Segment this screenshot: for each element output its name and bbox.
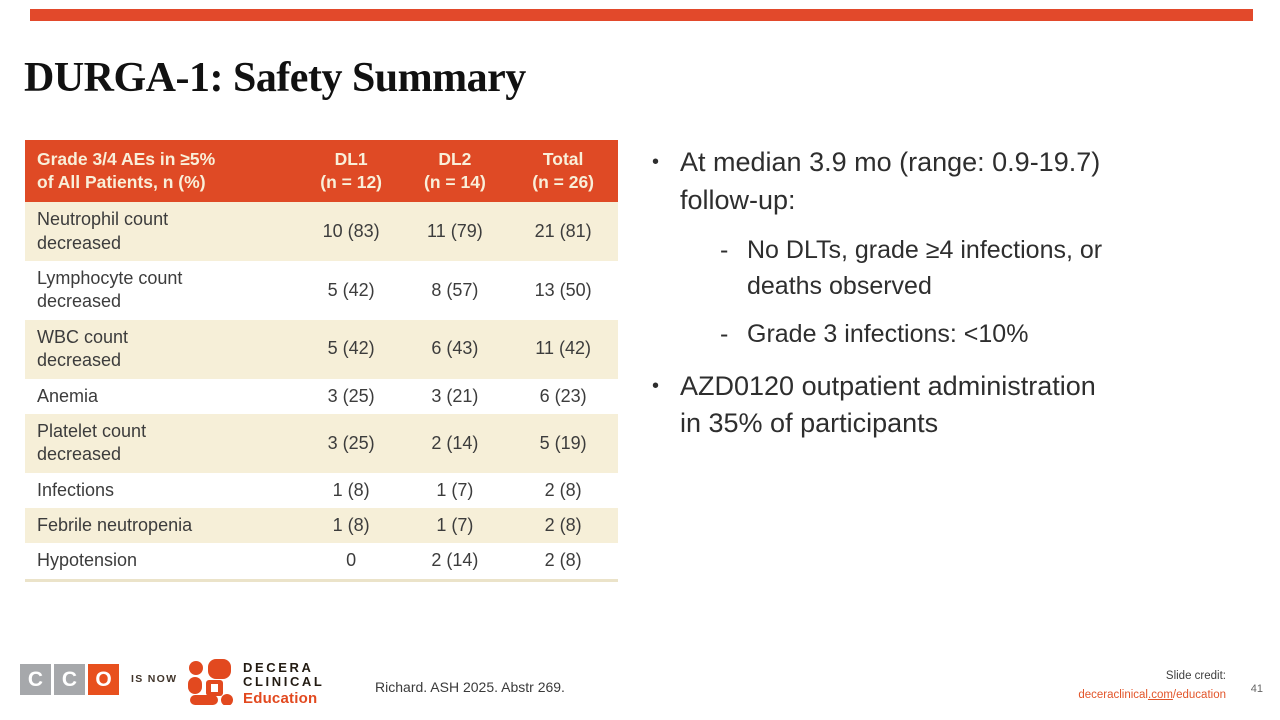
dash-marker: -: [720, 235, 729, 264]
cell-dl1: 3 (25): [327, 385, 375, 406]
cell-dl1: 1 (8): [332, 515, 370, 536]
slide-credit-link-pre: deceraclinical: [1078, 688, 1148, 701]
cco-logo: C C O: [20, 664, 119, 695]
row-label: WBC count decreased: [37, 326, 129, 371]
is-now-label: IS NOW: [131, 673, 178, 685]
cell-dl1: 3 (25): [327, 432, 375, 453]
slide-credit-label: Slide credit:: [1165, 670, 1226, 682]
decera-wordmark-line1: DECERA: [243, 660, 314, 675]
bullet-item: • At median 3.9 mo (range: 0.9-19.7) fol…: [652, 144, 1252, 220]
slide-credit-link-mid: .com: [1148, 688, 1173, 701]
table-row: Infections 1 (8) 1 (7) 2 (8): [25, 472, 618, 509]
cell-dl2: 8 (57): [431, 279, 479, 300]
cell-dl2: 1 (7): [436, 515, 474, 536]
table-row: Neutrophil count decreased 10 (83) 11 (7…: [25, 202, 618, 261]
cell-dl1: 0: [346, 550, 357, 571]
page-number: 41: [1250, 683, 1263, 695]
adverse-events-table: Grade 3/4 AEs in ≥5% of All Patients, n …: [25, 140, 618, 582]
cell-dl2: 2 (14): [431, 432, 479, 453]
table-row: Hypotension 0 2 (14) 2 (8): [25, 543, 618, 581]
reference-citation: Richard. ASH 2025. Abstr 269.: [375, 679, 565, 695]
table-row: Lymphocyte count decreased 5 (42) 8 (57)…: [25, 260, 618, 320]
table-row: Platelet count decreased 3 (25) 2 (14) 5…: [25, 413, 618, 473]
cell-dl2: 3 (21): [431, 385, 479, 406]
table-row: Anemia 3 (25) 3 (21) 6 (23): [25, 378, 618, 414]
key-points: • At median 3.9 mo (range: 0.9-19.7) fol…: [652, 144, 1252, 443]
header-dl2: DL2 (n = 14): [401, 140, 509, 203]
header-dl1: DL1 (n = 12): [300, 140, 402, 203]
table-row: Febrile neutropenia 1 (8) 1 (7) 2 (8): [25, 508, 618, 544]
cco-logo-letter: C: [20, 664, 51, 695]
cell-total: 2 (8): [544, 515, 582, 536]
slide-credit: Slide credit: deceraclinical.com/educati…: [1078, 669, 1226, 705]
row-label: Neutrophil count decreased: [37, 209, 169, 253]
cell-dl2: 2 (14): [431, 550, 479, 571]
slide-credit-link-post: /education: [1172, 688, 1226, 701]
cell-total: 21 (81): [534, 220, 592, 241]
bullet-text: AZD0120 outpatient administration in 35%…: [680, 370, 1096, 439]
cell-total: 5 (19): [539, 432, 587, 453]
row-label: Platelet count decreased: [37, 420, 147, 465]
bullet-text: At median 3.9 mo (range: 0.9-19.7) follo…: [680, 147, 1101, 215]
bullet-item: • AZD0120 outpatient administration in 3…: [652, 368, 1252, 444]
cell-total: 2 (8): [544, 479, 582, 500]
decera-wordmark-line2: CLINICAL: [243, 674, 325, 690]
cell-total: 2 (8): [544, 550, 582, 571]
table-header: Grade 3/4 AEs in ≥5% of All Patients, n …: [25, 140, 618, 203]
sub-bullet-text: No DLTs, grade ≥4 infections, or deaths …: [747, 235, 1103, 300]
header-total: Total (n = 26): [508, 140, 618, 203]
row-label: Anemia: [37, 385, 99, 406]
cell-dl2: 11 (79): [427, 220, 483, 241]
cco-logo-letter: C: [54, 664, 85, 695]
cco-logo-letter: O: [88, 664, 119, 695]
cell-total: 13 (50): [534, 279, 592, 300]
slide-credit-link[interactable]: deceraclinical.com/education: [1078, 689, 1226, 701]
cell-total: 11 (42): [535, 338, 591, 359]
row-label: Febrile neutropenia: [37, 515, 193, 536]
table-row: WBC count decreased 5 (42) 6 (43) 11 (42…: [25, 319, 618, 379]
header-ae-label: Grade 3/4 AEs in ≥5% of All Patients, n …: [25, 140, 301, 203]
sub-bullet-item: - No DLTs, grade ≥4 infections, or death…: [720, 232, 1252, 304]
cell-dl1: 10 (83): [322, 220, 380, 241]
decera-clinical-wordmark: DECERA CLINICAL Education: [243, 660, 325, 708]
dash-marker: -: [720, 319, 729, 348]
cell-dl2: 1 (7): [436, 479, 474, 500]
sub-bullet-item: - Grade 3 infections: <10%: [720, 316, 1252, 352]
bullet-dot-marker: •: [652, 374, 660, 397]
cell-dl1: 1 (8): [332, 479, 370, 500]
decera-wordmark-education: Education: [243, 690, 318, 708]
top-accent-bar: [30, 9, 1253, 21]
cell-total: 6 (23): [539, 385, 587, 406]
cell-dl1: 5 (42): [327, 279, 375, 300]
cell-dl2: 6 (43): [431, 338, 479, 359]
page-title: DURGA-1: Safety Summary: [24, 55, 526, 101]
decera-clinical-icon: [188, 659, 233, 705]
row-label: Lymphocyte count decreased: [37, 267, 183, 312]
cell-dl1: 5 (42): [327, 338, 375, 359]
bullet-dot-marker: •: [652, 151, 660, 173]
row-label: Infections: [37, 479, 115, 500]
row-label: Hypotension: [37, 550, 138, 571]
sub-bullet-text: Grade 3 infections: <10%: [747, 319, 1029, 348]
